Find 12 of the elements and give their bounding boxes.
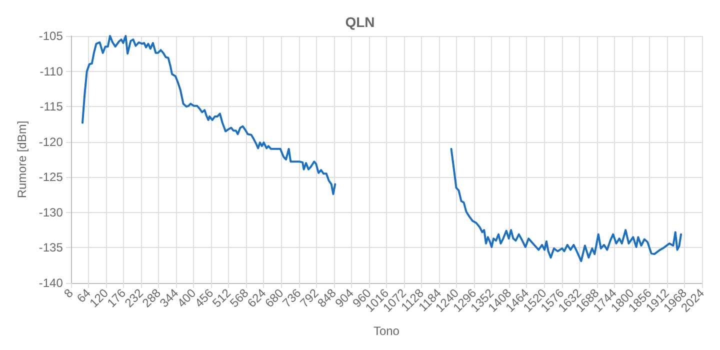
- y-axis-title: Rumore [dBm]: [15, 120, 29, 198]
- y-tick-label: -135: [38, 240, 64, 255]
- y-tick-label: -130: [38, 205, 64, 220]
- y-tick-label: -115: [40, 100, 64, 114]
- y-tick-label: -140: [38, 276, 64, 290]
- y-tick-label: -125: [38, 170, 64, 184]
- chart-title: QLN: [345, 14, 375, 30]
- y-tick-label: -110: [40, 64, 64, 78]
- x-axis-title: Tono: [373, 324, 400, 338]
- y-tick-label: -120: [38, 134, 64, 149]
- x-tick-label: 8: [61, 286, 76, 301]
- y-tick-label: -105: [38, 29, 64, 43]
